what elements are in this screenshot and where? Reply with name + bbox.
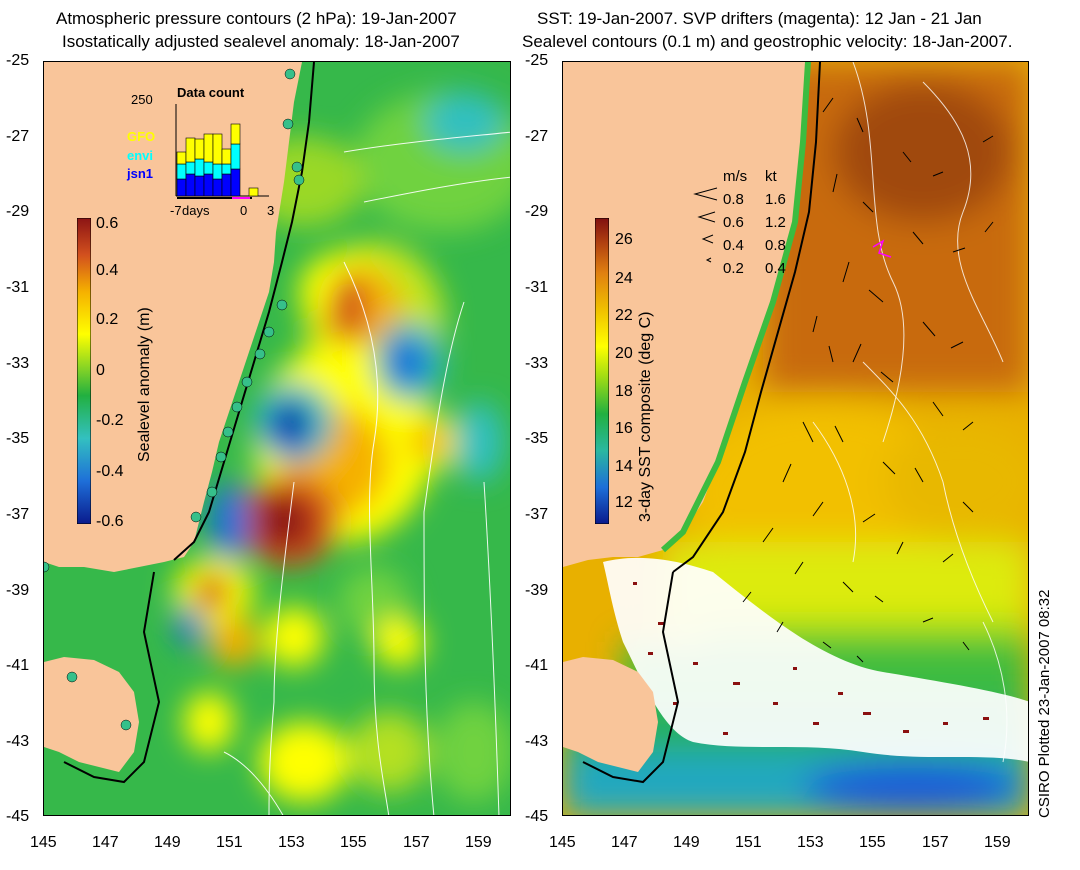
inset-xlabel: days: [182, 203, 210, 218]
land-mass-right: [563, 62, 808, 567]
anomaly-tick--0.6: -0.6: [96, 513, 124, 530]
lon-tick: 145: [30, 834, 57, 851]
right-title-line1: SST: 19-Jan-2007. SVP drifters (magenta)…: [537, 9, 982, 28]
plot-credit: CSIRO Plotted 23-Jan-2007 08:32: [1036, 589, 1053, 818]
sst-tick-22: 22: [615, 307, 633, 324]
anomaly-tick-0.6: 0.6: [96, 215, 119, 232]
lat-tick: -37: [6, 506, 30, 523]
lat-tick: -27: [525, 128, 549, 145]
lat-tick: -41: [6, 657, 30, 674]
lat-tick: -33: [525, 355, 549, 372]
velocity-legend-arrows: [693, 187, 718, 263]
legend-header-ms: m/s: [723, 168, 748, 185]
sealevel-anomaly-field: [44, 62, 510, 815]
lat-tick: -31: [525, 279, 549, 296]
inset-legend-jsn1: jsn1: [127, 166, 154, 181]
lat-tick: -45: [6, 808, 30, 825]
sst-map: 26 24 22 20 18 16 14 12 3-day SST compos…: [562, 61, 1029, 816]
anomaly-colorbar-label: Sealevel anomaly (m): [136, 307, 153, 462]
legend-ms-0.6: 0.6: [723, 214, 744, 231]
anomaly-tick-0: 0: [96, 362, 105, 379]
legend-ms-0.8: 0.8: [723, 191, 744, 208]
lat-tick: -37: [525, 506, 549, 523]
legend-kt-0.4: 0.4: [765, 260, 786, 277]
inset-xtick-minus7: -7: [170, 203, 182, 218]
inset-legend-gfo: GFO: [127, 129, 156, 144]
sealevel-anomaly-map: 0.6 0.4 0.2 0 -0.2 -0.4 -0.6 Sealevel an…: [43, 61, 511, 816]
inset-ymax: 250: [131, 92, 153, 107]
anomaly-tick-0.2: 0.2: [96, 311, 119, 328]
lat-tick: -25: [6, 52, 30, 69]
lat-tick: -45: [525, 808, 549, 825]
sst-tick-16: 16: [615, 420, 633, 437]
sst-tick-20: 20: [615, 345, 633, 362]
lat-tick: -35: [525, 430, 549, 447]
legend-header-kt: kt: [765, 168, 777, 185]
sst-tick-24: 24: [615, 270, 633, 287]
sst-tick-18: 18: [615, 383, 633, 400]
anomaly-tick-0.4: 0.4: [96, 262, 119, 279]
lat-tick: -39: [525, 582, 549, 599]
sst-tick-26: 26: [615, 231, 633, 248]
lon-tick: 147: [92, 834, 119, 851]
lon-tick: 153: [278, 834, 305, 851]
legend-kt-1.2: 1.2: [765, 214, 786, 231]
lat-tick: -41: [525, 657, 549, 674]
legend-ms-0.2: 0.2: [723, 260, 744, 277]
legend-kt-1.6: 1.6: [765, 191, 786, 208]
legend-ms-0.4: 0.4: [723, 237, 744, 254]
lon-tick: 151: [735, 834, 762, 851]
lat-tick: -43: [6, 733, 30, 750]
lat-tick: -29: [525, 203, 549, 220]
sst-tick-14: 14: [615, 458, 633, 475]
anomaly-tick--0.2: -0.2: [96, 412, 124, 429]
lon-tick: 157: [403, 834, 430, 851]
lon-tick: 147: [611, 834, 638, 851]
lon-tick: 159: [984, 834, 1011, 851]
anomaly-colorbar: [77, 218, 91, 524]
lat-tick: -27: [6, 128, 30, 145]
lat-tick: -33: [6, 355, 30, 372]
sst-colorbar: [595, 218, 609, 524]
inset-xtick-0: 0: [240, 203, 248, 218]
lon-tick: 155: [340, 834, 367, 851]
lat-tick: -39: [6, 582, 30, 599]
lon-tick: 151: [216, 834, 243, 851]
lon-tick: 149: [154, 834, 181, 851]
data-count-histogram: [175, 104, 269, 199]
legend-kt-0.8: 0.8: [765, 237, 786, 254]
lon-tick: 145: [549, 834, 576, 851]
inset-legend-envi: envi: [127, 148, 154, 163]
lon-tick: 157: [922, 834, 949, 851]
inset-xtick-3: 3: [267, 203, 275, 218]
inset-title: Data count: [177, 85, 245, 100]
anomaly-tick--0.4: -0.4: [96, 463, 124, 480]
left-title-line1: Atmospheric pressure contours (2 hPa): 1…: [56, 9, 457, 28]
lat-tick: -29: [6, 203, 30, 220]
lat-tick: -31: [6, 279, 30, 296]
sst-tick-12: 12: [615, 494, 633, 511]
lat-tick: -25: [525, 52, 549, 69]
lon-tick: 153: [797, 834, 824, 851]
lon-tick: 159: [465, 834, 492, 851]
left-title-line2: Isostatically adjusted sealevel anomaly:…: [62, 32, 460, 51]
lon-tick: 155: [859, 834, 886, 851]
lat-tick: -35: [6, 430, 30, 447]
sst-field: [563, 62, 1028, 815]
lon-tick: 149: [673, 834, 700, 851]
sst-colorbar-label: 3-day SST composite (deg C): [637, 311, 654, 522]
right-title-line2: Sealevel contours (0.1 m) and geostrophi…: [522, 32, 1013, 51]
lat-tick: -43: [525, 733, 549, 750]
